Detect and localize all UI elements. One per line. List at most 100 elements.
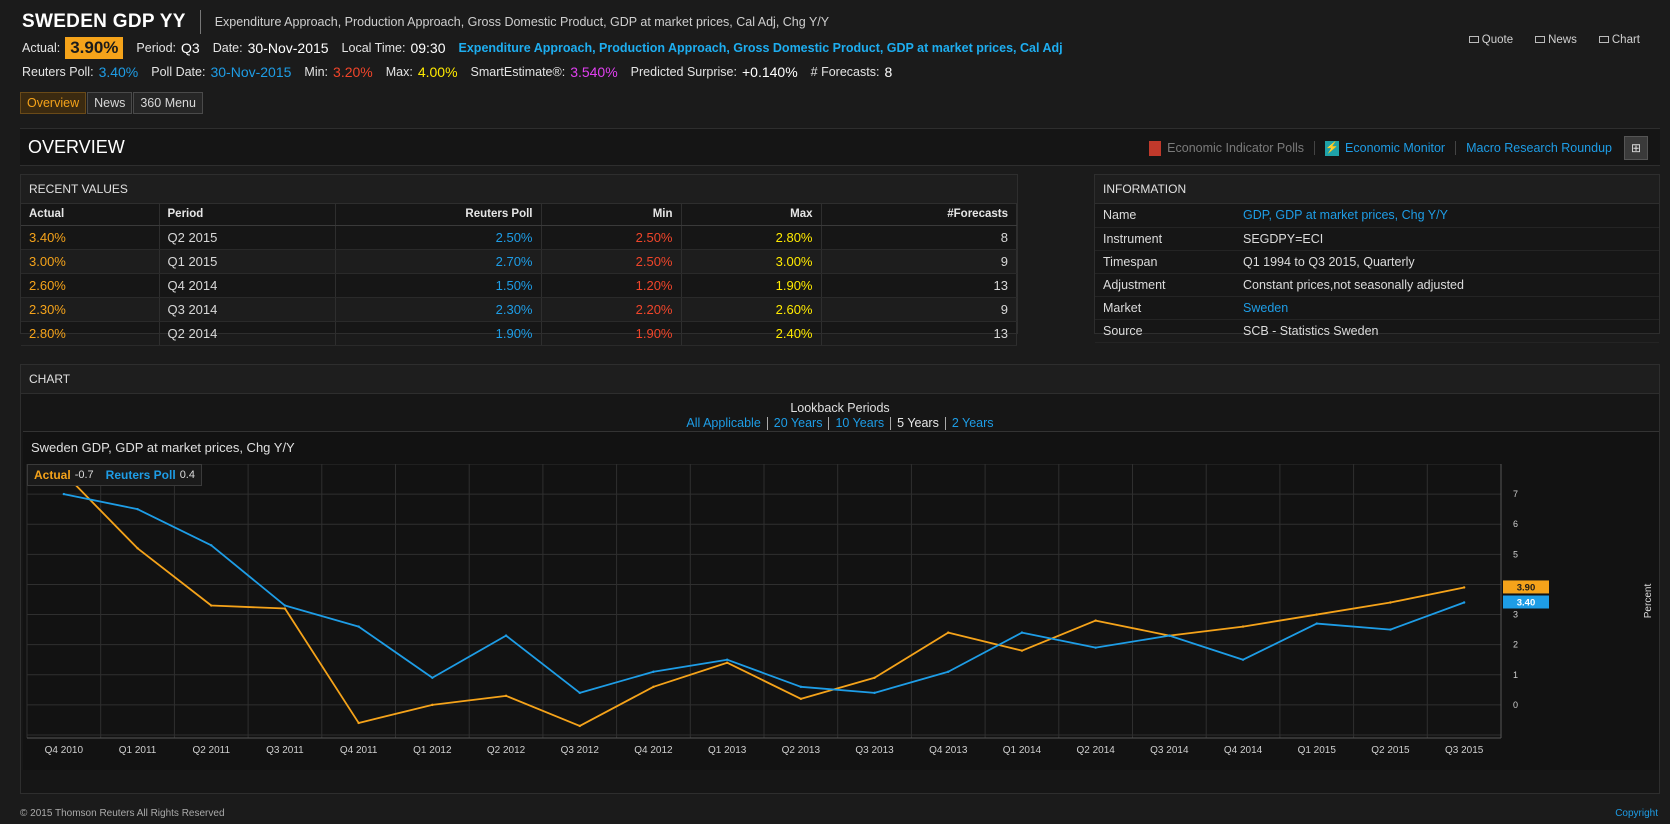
- y-tick-label: 6: [1513, 519, 1518, 529]
- x-tick-label: Q2 2015: [1371, 745, 1410, 756]
- lookback-option[interactable]: 20 Years: [768, 417, 830, 430]
- data-point[interactable]: [652, 685, 655, 689]
- cell-actual: 2.60%: [21, 273, 160, 298]
- data-point[interactable]: [357, 625, 360, 628]
- economic-monitor-link[interactable]: Economic Monitor: [1345, 141, 1446, 155]
- data-point[interactable]: [1168, 634, 1171, 637]
- end-value-badge: [1503, 580, 1549, 594]
- title-divider: [199, 10, 201, 34]
- tab-overview[interactable]: Overview: [20, 92, 87, 114]
- data-point[interactable]: [1020, 631, 1024, 634]
- cell-max: 2.40%: [681, 321, 822, 346]
- series-line-actual[interactable]: [63, 472, 1465, 727]
- col-header-forecasts[interactable]: #Forecasts: [821, 204, 1017, 226]
- data-point[interactable]: [1020, 649, 1024, 652]
- link-divider: [1455, 141, 1457, 155]
- chart-link[interactable]: Chart: [1598, 34, 1640, 46]
- series-line-reuters-poll[interactable]: [63, 493, 1465, 694]
- end-value-badge: [1503, 595, 1549, 609]
- lookback-option[interactable]: 2 Years: [951, 416, 994, 430]
- data-point[interactable]: [1315, 622, 1318, 625]
- data-point[interactable]: [1094, 619, 1097, 622]
- col-header-period[interactable]: Period: [159, 204, 336, 226]
- data-point[interactable]: [136, 507, 139, 511]
- x-tick-label: Q4 2014: [1224, 745, 1263, 756]
- data-point[interactable]: [578, 724, 581, 728]
- chart-icon: [1598, 36, 1609, 44]
- data-point[interactable]: [136, 547, 139, 550]
- tab-360-menu[interactable]: 360 Menu: [133, 92, 203, 114]
- data-point[interactable]: [578, 691, 581, 695]
- col-header-max[interactable]: Max: [681, 204, 822, 226]
- chart-background: [23, 464, 1659, 770]
- data-point[interactable]: [1094, 646, 1097, 649]
- tab-news[interactable]: News: [87, 92, 133, 114]
- data-point[interactable]: [799, 685, 803, 689]
- x-tick-label: Q4 2011: [340, 745, 378, 756]
- macro-research-roundup-link[interactable]: Macro Research Roundup: [1466, 141, 1612, 155]
- data-point[interactable]: [283, 607, 287, 610]
- info-key: Source: [1095, 319, 1235, 343]
- data-point[interactable]: [1241, 658, 1245, 661]
- data-point[interactable]: [873, 676, 876, 679]
- data-point[interactable]: [283, 604, 287, 607]
- data-point[interactable]: [1389, 628, 1392, 631]
- data-point[interactable]: [431, 676, 434, 679]
- lookback-option[interactable]: 10 Years: [829, 417, 892, 430]
- data-point[interactable]: [1241, 625, 1245, 628]
- col-header-min[interactable]: Min: [541, 204, 682, 226]
- cell-max: 2.80%: [681, 225, 822, 250]
- cell-min: 2.20%: [541, 297, 682, 322]
- legend-actual-label[interactable]: Actual: [34, 468, 71, 482]
- data-point[interactable]: [357, 721, 360, 725]
- info-key: Market: [1095, 296, 1235, 320]
- col-header-actual[interactable]: Actual: [21, 204, 160, 226]
- lookback-option[interactable]: All Applicable: [680, 417, 768, 430]
- data-point[interactable]: [873, 691, 876, 695]
- smartestimate-label: SmartEstimate®:: [470, 65, 566, 79]
- data-point[interactable]: [947, 631, 950, 634]
- data-point[interactable]: [504, 634, 508, 637]
- info-value-link[interactable]: Sweden: [1235, 296, 1659, 320]
- info-row: Adjustment Constant prices,not seasonall…: [1095, 273, 1659, 297]
- data-point[interactable]: [210, 604, 213, 607]
- overview-title: OVERVIEW: [28, 137, 125, 157]
- description-link[interactable]: Expenditure Approach, Production Approac…: [458, 41, 1063, 55]
- smartestimate-value: 3.540%: [570, 64, 618, 80]
- data-point[interactable]: [725, 658, 729, 661]
- data-point[interactable]: [1315, 613, 1318, 616]
- period-label: Period:: [136, 41, 177, 55]
- max-label: Max:: [385, 65, 413, 79]
- data-point[interactable]: [210, 544, 213, 547]
- col-header-reuters-poll[interactable]: Reuters Poll: [335, 204, 542, 226]
- header: SWEDEN GDP YY Expenditure Approach, Prod…: [0, 0, 1670, 118]
- data-point[interactable]: [62, 492, 66, 496]
- lookback-option-current[interactable]: 5 Years: [891, 417, 946, 430]
- info-value-link[interactable]: GDP, GDP at market prices, Chg Y/Y: [1235, 204, 1659, 228]
- copyright-link[interactable]: Copyright: [1615, 808, 1658, 819]
- min-value: 3.20%: [333, 64, 373, 80]
- cell-period: Q2 2015: [159, 225, 336, 250]
- x-tick-label: Q4 2012: [634, 745, 673, 756]
- data-point[interactable]: [1462, 586, 1466, 589]
- data-point[interactable]: [799, 697, 803, 701]
- data-point[interactable]: [947, 670, 950, 673]
- quote-link[interactable]: Quote: [1468, 34, 1513, 46]
- economic-indicator-polls-link[interactable]: Economic Indicator Polls: [1167, 141, 1305, 155]
- pdf-icon: [1149, 140, 1162, 156]
- export-excel-icon[interactable]: ⊞: [1624, 136, 1648, 160]
- news-link[interactable]: News: [1535, 34, 1577, 46]
- data-point[interactable]: [652, 670, 655, 673]
- legend-poll-label[interactable]: Reuters Poll: [105, 468, 176, 482]
- data-point[interactable]: [504, 694, 508, 698]
- data-point[interactable]: [1462, 601, 1466, 604]
- data-point[interactable]: [431, 703, 434, 707]
- info-value: SCB - Statistics Sweden: [1235, 319, 1659, 343]
- cell-actual: 3.40%: [21, 225, 160, 250]
- title-row: SWEDEN GDP YY Expenditure Approach, Prod…: [22, 10, 829, 34]
- legend-poll-value: 0.4: [179, 469, 195, 481]
- data-point[interactable]: [1389, 601, 1392, 604]
- polldate-label: Poll Date:: [151, 65, 206, 79]
- data-point[interactable]: [725, 661, 729, 664]
